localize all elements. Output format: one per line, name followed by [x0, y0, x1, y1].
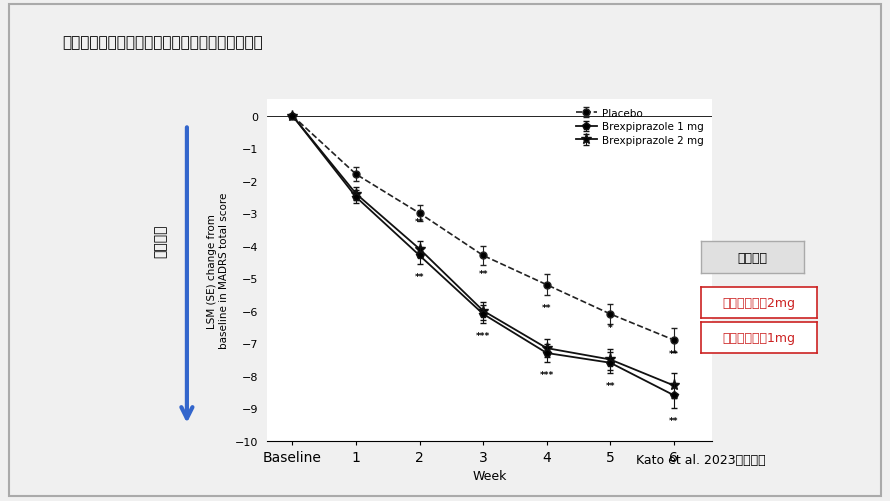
Text: *: *	[608, 323, 612, 332]
Text: **: **	[605, 381, 615, 390]
Text: **: **	[415, 218, 425, 227]
Legend: Placebo, Brexpiprazole 1 mg, Brexpiprazole 2 mg: Placebo, Brexpiprazole 1 mg, Brexpiprazo…	[573, 105, 707, 149]
Text: ***: ***	[539, 370, 554, 379]
Text: **: **	[415, 272, 425, 281]
Text: Kato et al. 2023より引用: Kato et al. 2023より引用	[635, 453, 765, 466]
Text: プラセボ: プラセボ	[738, 251, 767, 264]
Text: **: **	[669, 416, 678, 425]
Text: **: **	[542, 303, 552, 312]
Text: レキサルティの抗うつ薬に対する増強療法の效果: レキサルティの抗うつ薬に対する増強療法の效果	[62, 35, 263, 50]
Text: ***: ***	[476, 332, 490, 341]
Text: **: **	[479, 270, 488, 279]
Text: レキサルティ1mg: レキサルティ1mg	[723, 331, 796, 344]
Text: うつ症状: うつ症状	[153, 224, 167, 257]
Text: **: **	[669, 349, 678, 358]
Text: レキサルティ2mg: レキサルティ2mg	[723, 296, 796, 309]
Y-axis label: LSM (SE) change from
baseline in MADRS total score: LSM (SE) change from baseline in MADRS t…	[207, 192, 229, 349]
X-axis label: Week: Week	[473, 469, 506, 482]
